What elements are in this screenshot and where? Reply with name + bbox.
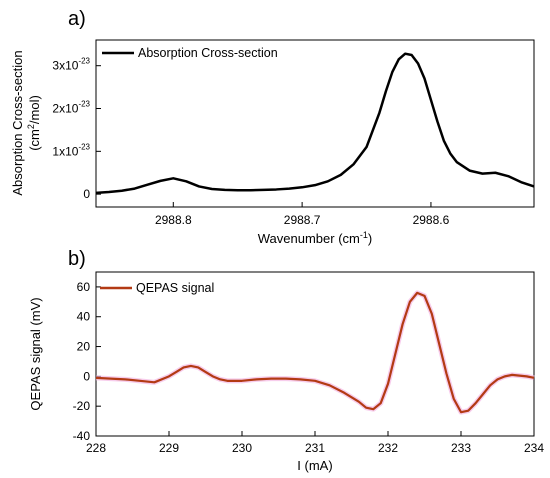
chart-panel-b: b) 228 229 230 231 232 233 234 -40 -20 0 20 40 60 Q…	[28, 248, 544, 473]
panel-a-x-ticks: 2988.8 2988.7 2988.6	[155, 202, 450, 227]
panel-b-y-tick-label: 60	[77, 280, 91, 294]
panel-b-x-tick-label: 229	[159, 441, 179, 455]
panel-b-series-glow	[95, 290, 535, 415]
panel-b-x-tick-label: 231	[305, 441, 325, 455]
panel-a-y-ticks: 0 1x10-23 2x10-23 3x10-23	[52, 57, 101, 201]
panel-b-legend-label: QEPAS signal	[136, 281, 214, 295]
panel-a-x-tick-label: 2988.6	[413, 213, 450, 227]
panel-b-x-tick-label: 233	[451, 441, 471, 455]
panel-b-legend: QEPAS signal	[100, 281, 214, 295]
panel-b-y-ticks: -40 -20 0 20 40 60	[73, 280, 101, 443]
panel-a-series-line	[95, 52, 535, 195]
panel-a-x-tick-label: 2988.7	[284, 213, 321, 227]
panel-b-y-tick-label: 40	[77, 310, 91, 324]
panel-a-y-tick-label: 2x10-23	[52, 100, 90, 116]
panel-b-y-tick-label: 0	[83, 369, 90, 383]
panel-a-y-tick-label: 0	[83, 187, 90, 201]
panel-b-series-line	[95, 291, 535, 414]
panel-a-x-axis-label: Wavenumber (cm-1)	[258, 230, 372, 246]
panel-a-y-axis-label-line1: Absorption Cross-section	[10, 50, 25, 195]
panel-b-x-tick-label: 228	[86, 441, 106, 455]
panel-a-legend-label: Absorption Cross-section	[138, 46, 278, 60]
panel-b-y-tick-label: -40	[73, 429, 91, 443]
panel-b-x-tick-label: 234	[524, 441, 544, 455]
panel-a-legend: Absorption Cross-section	[102, 46, 278, 60]
panel-a-plot-frame	[95, 39, 535, 208]
panel-a-y-tick-label: 3x10-23	[52, 57, 90, 73]
chart-panel-a: a) 2988.8 2988.7 2988.6 0 1x10-23 2x10-23 3…	[10, 8, 535, 246]
panel-b-x-axis-label: I (mA)	[297, 458, 332, 473]
panel-b-x-tick-label: 232	[378, 441, 398, 455]
panel-a-y-tick-label: 1x10-23	[52, 142, 90, 158]
panel-a-y-axis-label-line2: (cm2/mol)	[26, 95, 42, 151]
panel-b-x-tick-label: 230	[232, 441, 252, 455]
panel-b-y-tick-label: -20	[73, 399, 91, 413]
panel-b-y-tick-label: 20	[77, 340, 91, 354]
panel-b-label: b)	[68, 248, 86, 270]
panel-a-x-tick-label: 2988.8	[155, 213, 192, 227]
panel-b-x-ticks: 228 229 230 231 232 233 234	[86, 431, 544, 455]
panel-b-y-axis-label: QEPAS signal (mV)	[28, 297, 43, 410]
panel-a-label: a)	[68, 8, 86, 30]
